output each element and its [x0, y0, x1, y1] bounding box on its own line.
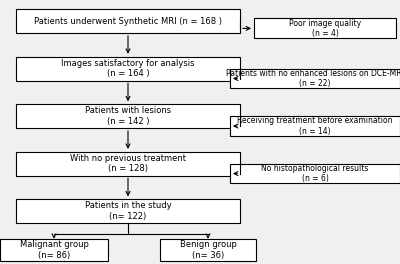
FancyBboxPatch shape: [16, 9, 240, 33]
Text: Malignant group
(n= 86): Malignant group (n= 86): [20, 241, 88, 260]
FancyBboxPatch shape: [16, 104, 240, 128]
Text: Receiving treatment before examination
(n = 14): Receiving treatment before examination (…: [237, 116, 393, 136]
Text: Patients in the study
(n= 122): Patients in the study (n= 122): [85, 201, 171, 221]
Text: Images satisfactory for analysis
(n = 164 ): Images satisfactory for analysis (n = 16…: [61, 59, 195, 78]
Text: Patients with lesions
(n = 142 ): Patients with lesions (n = 142 ): [85, 106, 171, 126]
FancyBboxPatch shape: [230, 164, 400, 183]
FancyBboxPatch shape: [16, 152, 240, 176]
FancyBboxPatch shape: [16, 57, 240, 81]
FancyBboxPatch shape: [0, 239, 108, 261]
FancyBboxPatch shape: [160, 239, 256, 261]
FancyBboxPatch shape: [230, 69, 400, 88]
FancyBboxPatch shape: [254, 18, 396, 38]
Text: With no previous treatment
(n = 128): With no previous treatment (n = 128): [70, 154, 186, 173]
Text: Patients with no enhanced lesions on DCE-MRI
(n = 22): Patients with no enhanced lesions on DCE…: [226, 69, 400, 88]
Text: Benign group
(n= 36): Benign group (n= 36): [180, 241, 236, 260]
Text: Patients underwent Synthetic MRI (n = 168 ): Patients underwent Synthetic MRI (n = 16…: [34, 17, 222, 26]
Text: Poor image quality
(n = 4): Poor image quality (n = 4): [289, 19, 361, 38]
Text: No histopathological results
(n = 6): No histopathological results (n = 6): [261, 164, 369, 183]
FancyBboxPatch shape: [16, 199, 240, 223]
FancyBboxPatch shape: [230, 116, 400, 136]
